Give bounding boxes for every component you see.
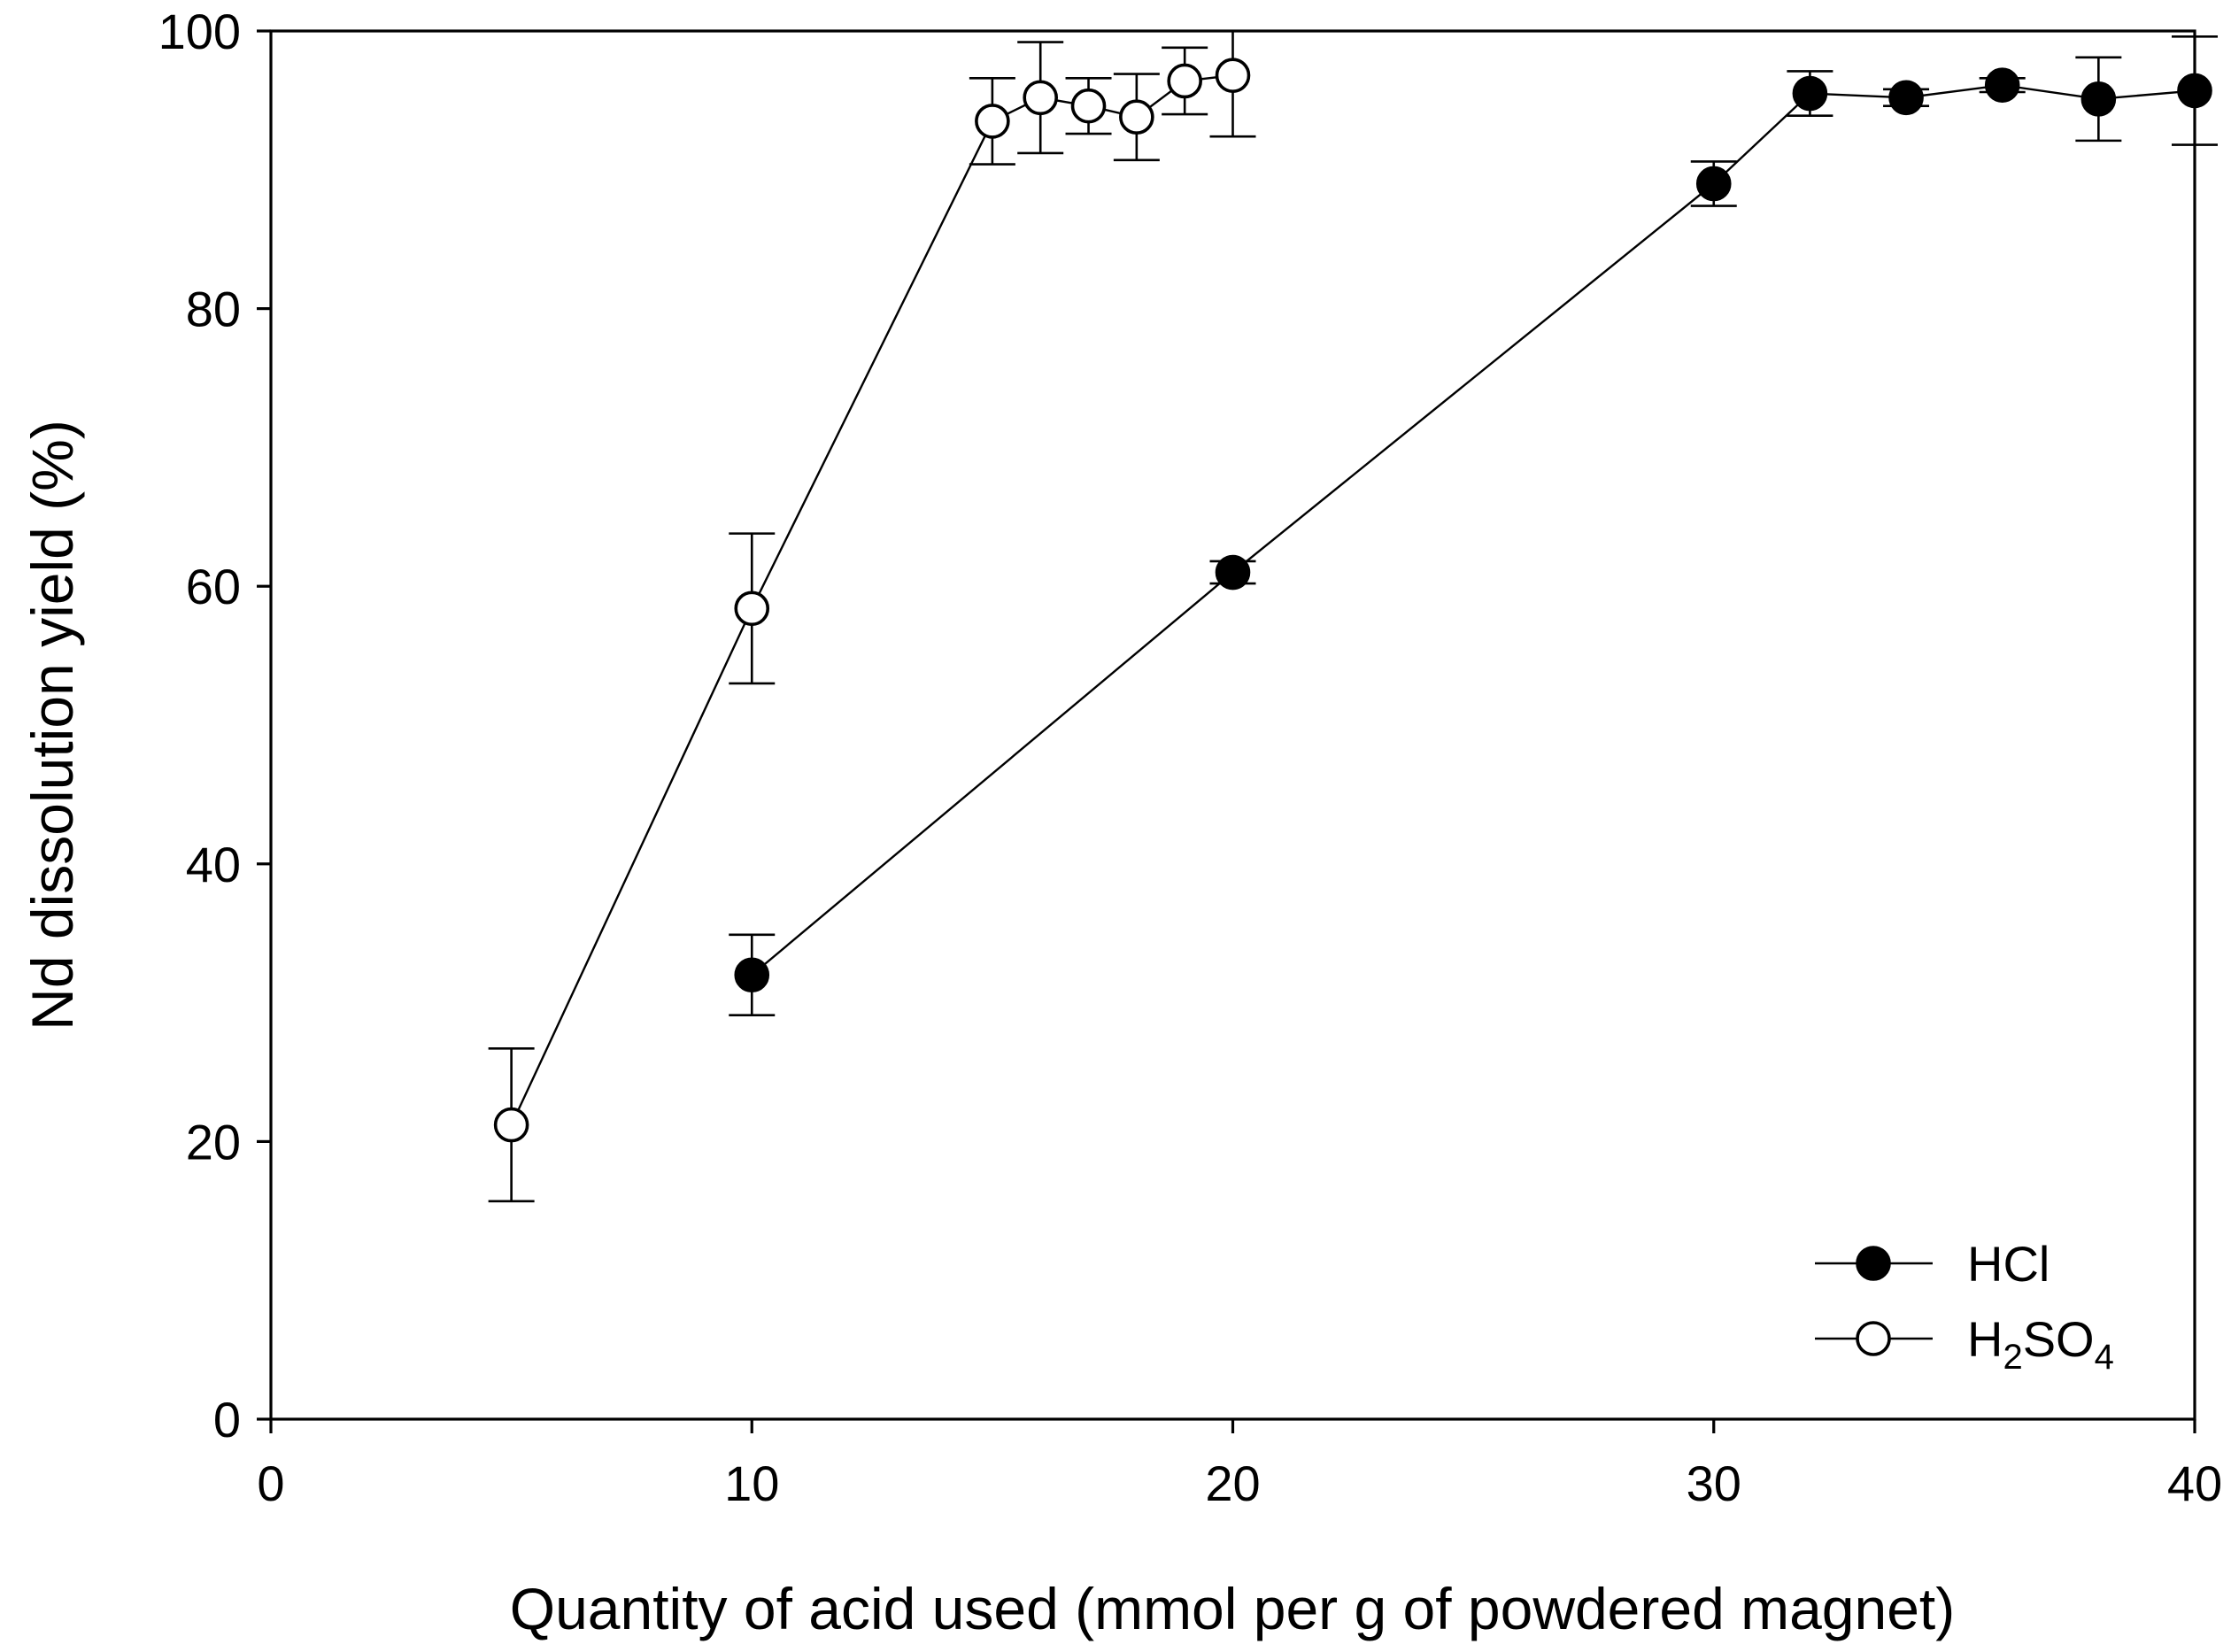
series-1-point-3 xyxy=(1023,80,1058,116)
legend-h2so4-so: SO xyxy=(2023,1311,2095,1367)
series-0-point-7 xyxy=(2177,73,2212,109)
legend-item-h2so4: H2SO4 xyxy=(1815,1311,2114,1377)
series-1-point-1 xyxy=(734,591,770,627)
legend-h2so4-sub1: 2 xyxy=(2003,1338,2022,1377)
y-axis-ticks: 0 20 40 60 80 100 xyxy=(158,4,271,1447)
y-tick-label-0: 0 xyxy=(213,1392,241,1447)
series-1-point-4 xyxy=(1070,88,1107,124)
series-1-point-0 xyxy=(493,1107,529,1143)
y-tick-label-5: 100 xyxy=(158,4,241,59)
series-0-point-2 xyxy=(1695,166,1732,202)
x-tick-label-3: 30 xyxy=(1687,1455,1741,1511)
series-1 xyxy=(488,31,1256,1203)
series-1-point-7 xyxy=(1215,58,1251,93)
series-0 xyxy=(729,35,2218,1017)
y-tick-label-4: 80 xyxy=(186,282,241,337)
x-tick-label-0: 0 xyxy=(257,1455,284,1511)
legend-h2so4-h: H xyxy=(1967,1311,2003,1367)
series-0-point-6 xyxy=(2080,81,2117,117)
series-1-line xyxy=(510,73,1233,1126)
series-0-point-5 xyxy=(1984,67,2020,103)
legend-hcl-marker xyxy=(1856,1246,1891,1281)
x-axis-title: Quantity of acid used (mmol per g of pow… xyxy=(510,1576,1956,1641)
series-0-point-1 xyxy=(1215,554,1251,591)
legend: HCl H2SO4 xyxy=(1815,1236,2114,1377)
series-0-line xyxy=(751,83,2196,977)
y-tick-label-1: 20 xyxy=(186,1114,241,1170)
y-tick-label-3: 60 xyxy=(186,559,241,614)
y-tick-label-2: 40 xyxy=(186,837,241,892)
x-axis-ticks: 0 10 20 30 40 xyxy=(257,1419,2222,1511)
x-tick-label-4: 40 xyxy=(2167,1455,2222,1511)
series-0-point-0 xyxy=(734,957,770,993)
x-tick-label-2: 20 xyxy=(1205,1455,1260,1511)
y-axis-title: Nd dissolution yield (%) xyxy=(19,420,85,1031)
series-1-point-5 xyxy=(1119,99,1154,135)
plot-frame xyxy=(269,29,2196,1421)
series-0-point-4 xyxy=(1888,80,1924,116)
series-1-point-2 xyxy=(975,104,1010,139)
series-layer xyxy=(488,31,2218,1203)
plot-area xyxy=(269,29,2196,1421)
series-1-point-6 xyxy=(1167,63,1202,99)
legend-h2so4-sub2: 4 xyxy=(2095,1338,2114,1377)
legend-item-hcl: HCl xyxy=(1815,1236,2050,1292)
legend-hcl-label: HCl xyxy=(1967,1236,2050,1292)
series-0-point-3 xyxy=(1792,75,1828,112)
legend-h2so4-label: H2SO4 xyxy=(1967,1311,2114,1377)
legend-h2so4-marker xyxy=(1856,1321,1891,1356)
x-tick-label-1: 10 xyxy=(724,1455,779,1511)
